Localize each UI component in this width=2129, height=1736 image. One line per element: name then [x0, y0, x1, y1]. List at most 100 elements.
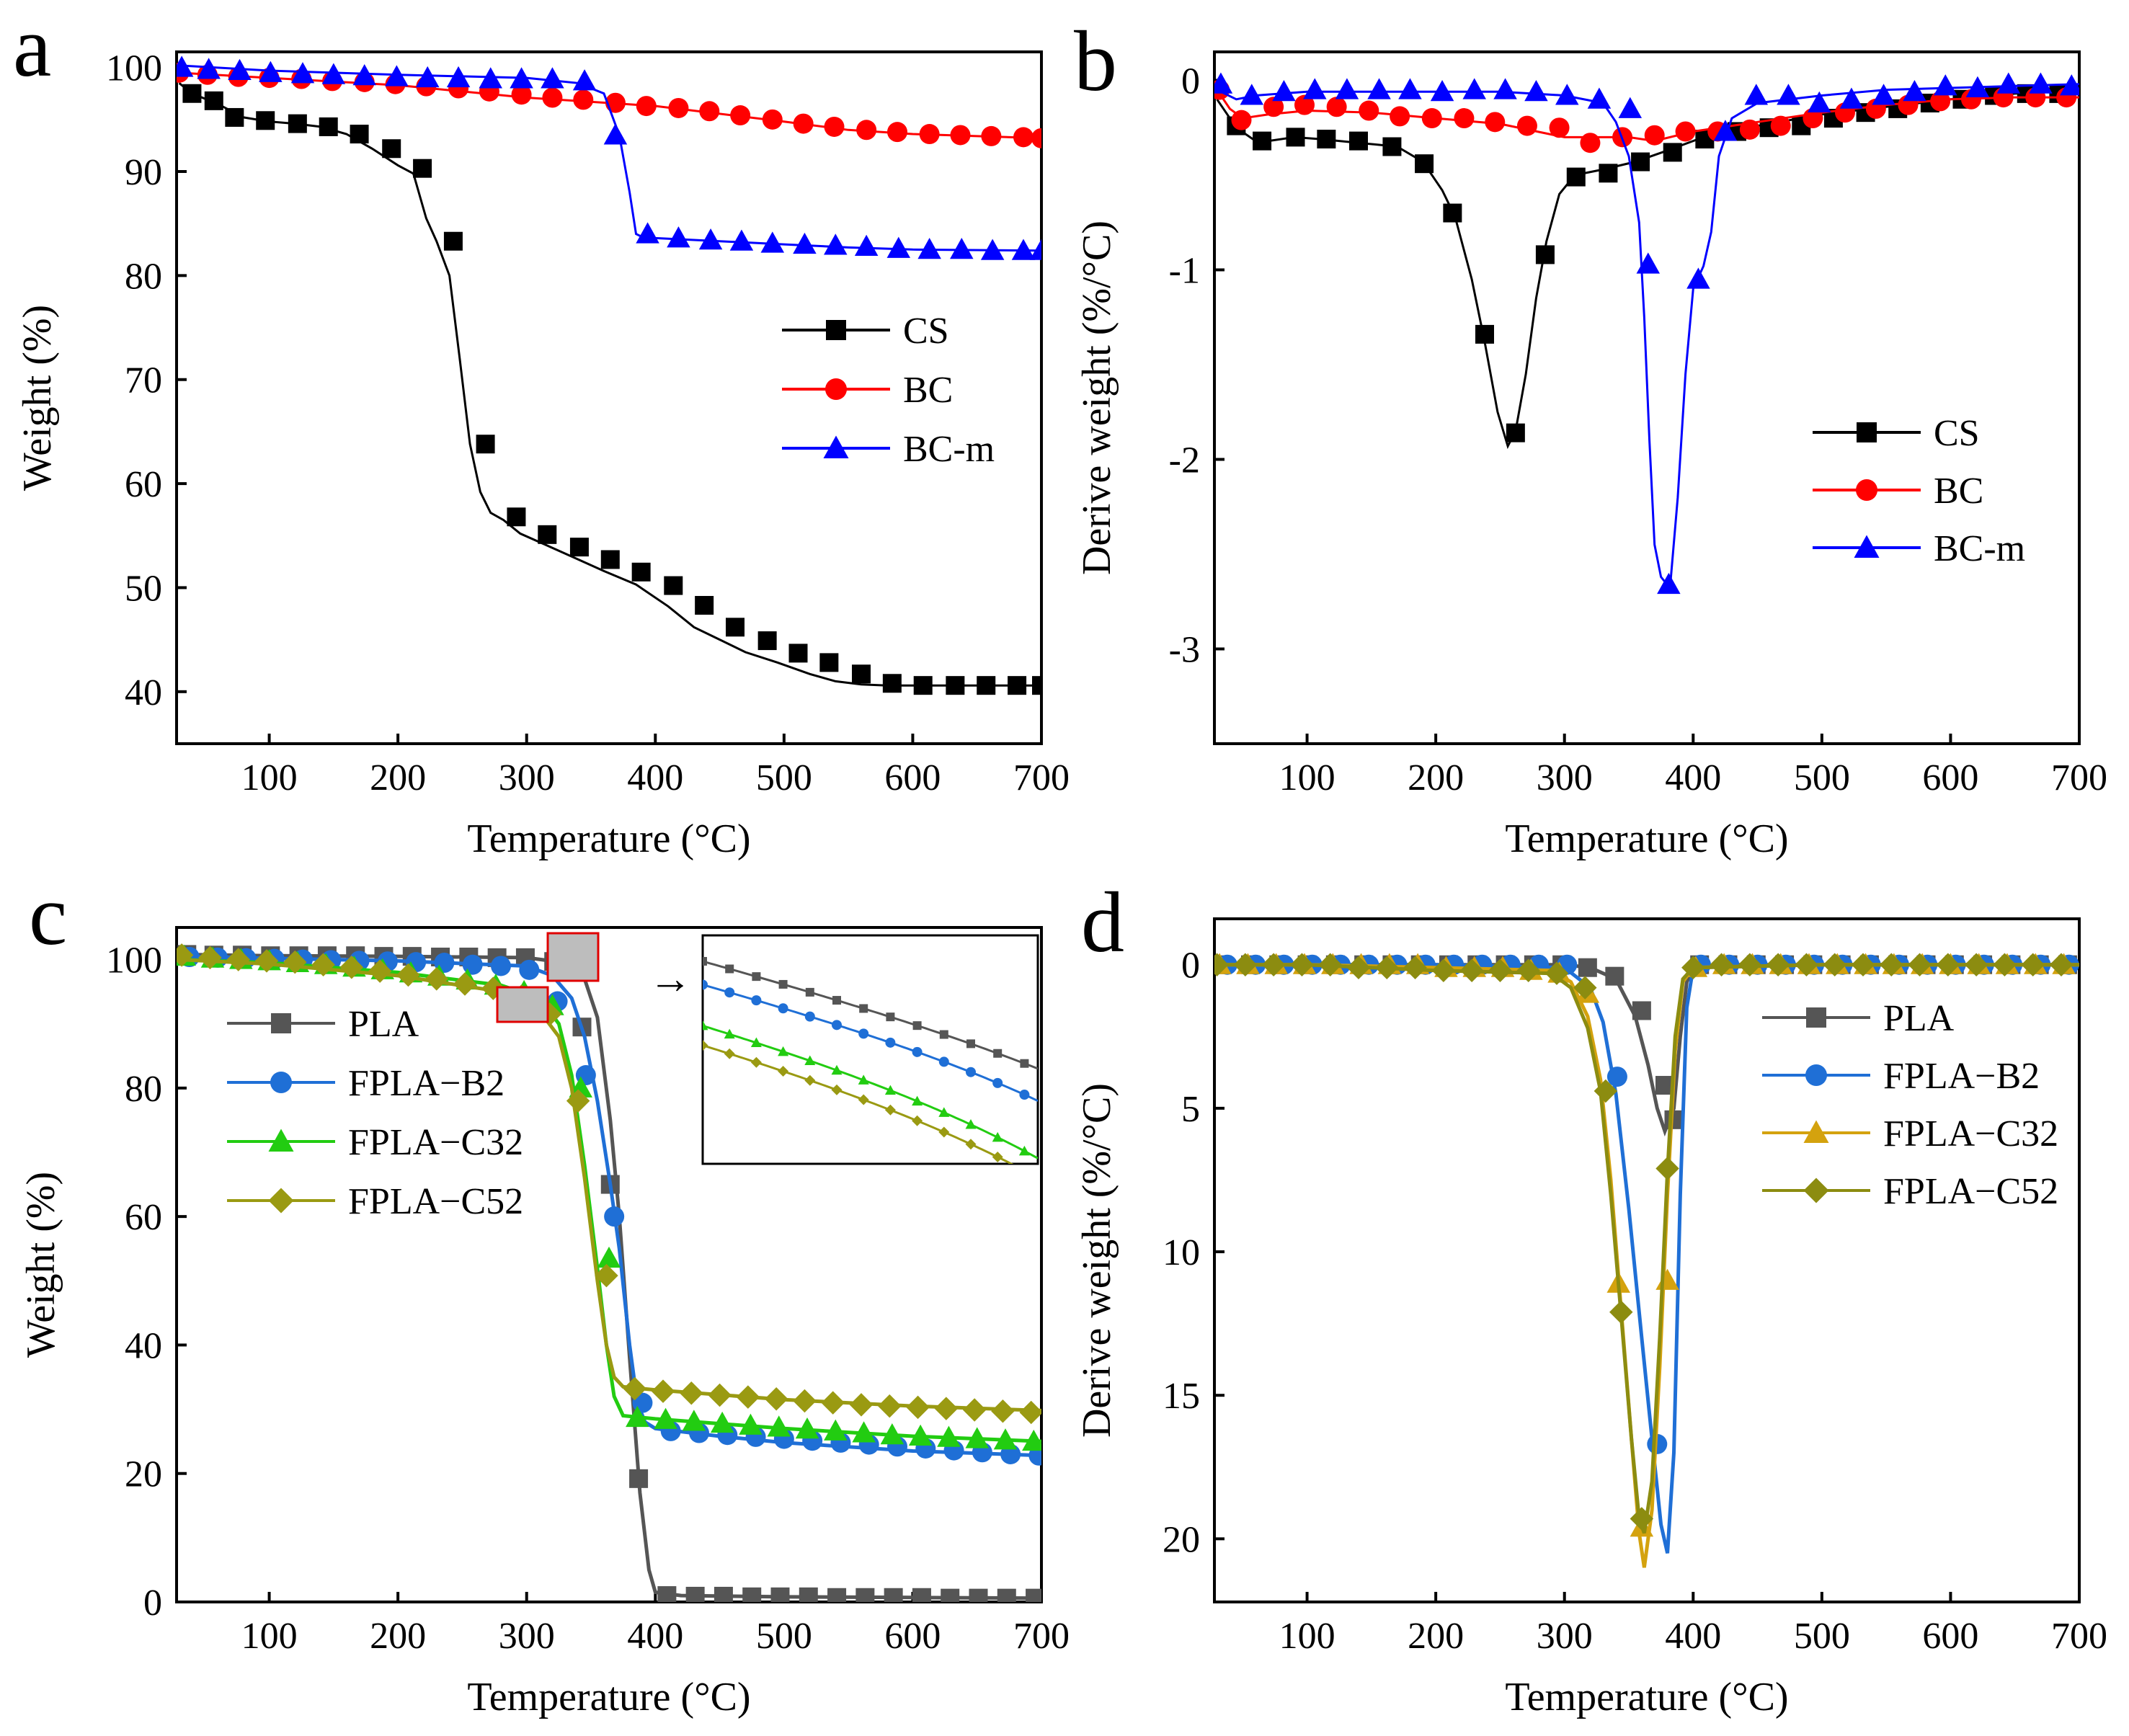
legend: PLA FPLA−B2 FPLA−C32 FPLA−C52	[1762, 998, 2058, 1212]
data-point-FPLA−C52	[1214, 953, 1229, 976]
data-point-FPLA−C52	[736, 1385, 760, 1409]
inset-point-FPLA−C32	[858, 1074, 869, 1085]
data-point-FPLA−C52	[1573, 976, 1597, 1000]
data-point-PLA	[884, 1588, 903, 1602]
legend-marker	[270, 1072, 292, 1093]
inset-point-FPLA−B2	[992, 1077, 1003, 1088]
data-point-FPLA−C52	[1738, 953, 1762, 976]
inset-point-FPLA−B2	[858, 1028, 869, 1039]
inset-point-FPLA−C32	[750, 1037, 762, 1048]
x-tick-label: 100	[241, 1616, 298, 1657]
data-point-BC-m	[1777, 84, 1800, 105]
data-point-BC-m	[760, 231, 785, 253]
data-point-CS	[1506, 423, 1525, 442]
inset-point-FPLA−C52	[750, 1056, 762, 1068]
legend-marker	[826, 320, 846, 340]
data-point-CS	[413, 159, 432, 178]
inset-point-FPLA−C52	[858, 1094, 869, 1105]
data-point-FPLA−C52	[1516, 958, 1540, 982]
data-point-BC	[542, 87, 563, 108]
data-point-BC-m	[2029, 72, 2053, 94]
legend-marker	[268, 1188, 294, 1214]
data-point-BC-m	[698, 228, 723, 250]
data-point-BC-m	[415, 66, 440, 88]
data-point-FPLA−C52	[566, 1089, 590, 1113]
inset-point-FPLA−B2	[751, 995, 762, 1006]
data-point-CS	[977, 676, 996, 695]
data-point-BC-m	[1493, 78, 1517, 99]
y-tick-label: 100	[106, 940, 162, 981]
data-point-BC-m	[1996, 72, 2021, 94]
inset-point-FPLA−C32	[804, 1055, 816, 1066]
data-point-CS	[664, 576, 683, 595]
data-point-BC-m	[510, 67, 533, 89]
data-point-FPLA−C52	[339, 956, 364, 979]
x-tick-label: 600	[884, 1616, 941, 1657]
x-axis-label: Temperature (°C)	[1505, 816, 1788, 861]
data-point-FPLA−C52	[623, 1376, 646, 1401]
inset-point-FPLA−C52	[992, 1151, 1003, 1162]
y-tick-label: 0	[143, 1583, 162, 1624]
x-tick-label: 200	[370, 1616, 426, 1657]
y-axis-label: Weight (%)	[19, 1172, 63, 1358]
data-point-BC	[1580, 133, 1601, 153]
y-axis-label: Derive weight (%/°C)	[1075, 1083, 1119, 1438]
data-point-BC-m	[1808, 91, 1831, 113]
data-point-CS	[913, 676, 933, 695]
data-point-PLA	[657, 1586, 677, 1602]
data-point-PLA	[941, 1588, 960, 1602]
data-point-PLA	[1578, 958, 1597, 977]
data-point-FPLA−C32	[597, 1246, 621, 1268]
data-point-FPLA−C52	[878, 1394, 902, 1418]
legend: CS BC BC-m	[1813, 413, 2025, 569]
data-point-CS	[225, 107, 244, 127]
legend-label: BC-m	[903, 429, 995, 470]
data-point-BC	[1930, 91, 1951, 112]
data-point-FPLA−C52	[1346, 956, 1371, 979]
inset-point-FPLA−C52	[1019, 1165, 1030, 1176]
series-line-PLA	[1217, 963, 2079, 1137]
chart-panel-c: 100 200 300 400 500 600 700 0 20 40 60 80 100 Tempera…	[19, 926, 1070, 1719]
inset-point-PLA	[778, 979, 788, 989]
data-point-CS	[569, 538, 589, 557]
inset-point-FPLA−B2	[1019, 1090, 1030, 1100]
data-point-BC-m	[1872, 84, 1895, 105]
x-tick-label: 100	[241, 757, 298, 798]
data-point-BC-m	[385, 65, 409, 86]
inset-point-FPLA−B2	[885, 1037, 896, 1048]
data-point-FPLA−C52	[1609, 1300, 1633, 1324]
data-point-PLA	[855, 1588, 875, 1602]
data-point-CS	[476, 435, 495, 454]
data-point-FPLA−C52	[1375, 956, 1399, 979]
y-tick-label: 10	[1163, 1232, 1200, 1273]
inset-point-PLA	[993, 1049, 1003, 1058]
data-point-BC-m	[603, 123, 628, 145]
inset-point-FPLA−C52	[724, 1048, 735, 1059]
data-point-FPLA−C52	[991, 1399, 1015, 1423]
data-point-BC-m	[1657, 572, 1681, 595]
data-point-FPLA−C52	[1964, 953, 1988, 976]
data-point-BC	[636, 96, 657, 117]
data-point-FPLA−C52	[1261, 953, 1286, 976]
inset-point-FPLA−B2	[938, 1056, 949, 1067]
data-point-CS	[1349, 131, 1368, 151]
y-tick-label: 60	[125, 464, 162, 505]
data-point-BC-m	[572, 69, 597, 91]
inset-plot	[703, 956, 1038, 1176]
x-tick-label: 400	[627, 757, 683, 798]
data-point-FPLA−C52	[2049, 953, 2074, 976]
data-point-CS	[600, 550, 620, 569]
data-point-BC	[1326, 97, 1347, 117]
legend-marker	[1806, 1007, 1826, 1028]
data-point-BC-m	[1555, 84, 1579, 105]
data-point-BC	[1549, 117, 1570, 138]
data-point-CS	[288, 114, 307, 133]
y-tick-label: 60	[125, 1197, 162, 1238]
inset-point-PLA	[805, 987, 814, 997]
inset-point-FPLA−B2	[966, 1067, 976, 1077]
data-point-BC-m	[1398, 78, 1422, 99]
y-tick-label: 50	[125, 568, 162, 609]
data-point-BC	[762, 109, 783, 130]
data-point-BC	[824, 116, 845, 137]
data-point-FPLA−C32	[880, 1423, 905, 1445]
